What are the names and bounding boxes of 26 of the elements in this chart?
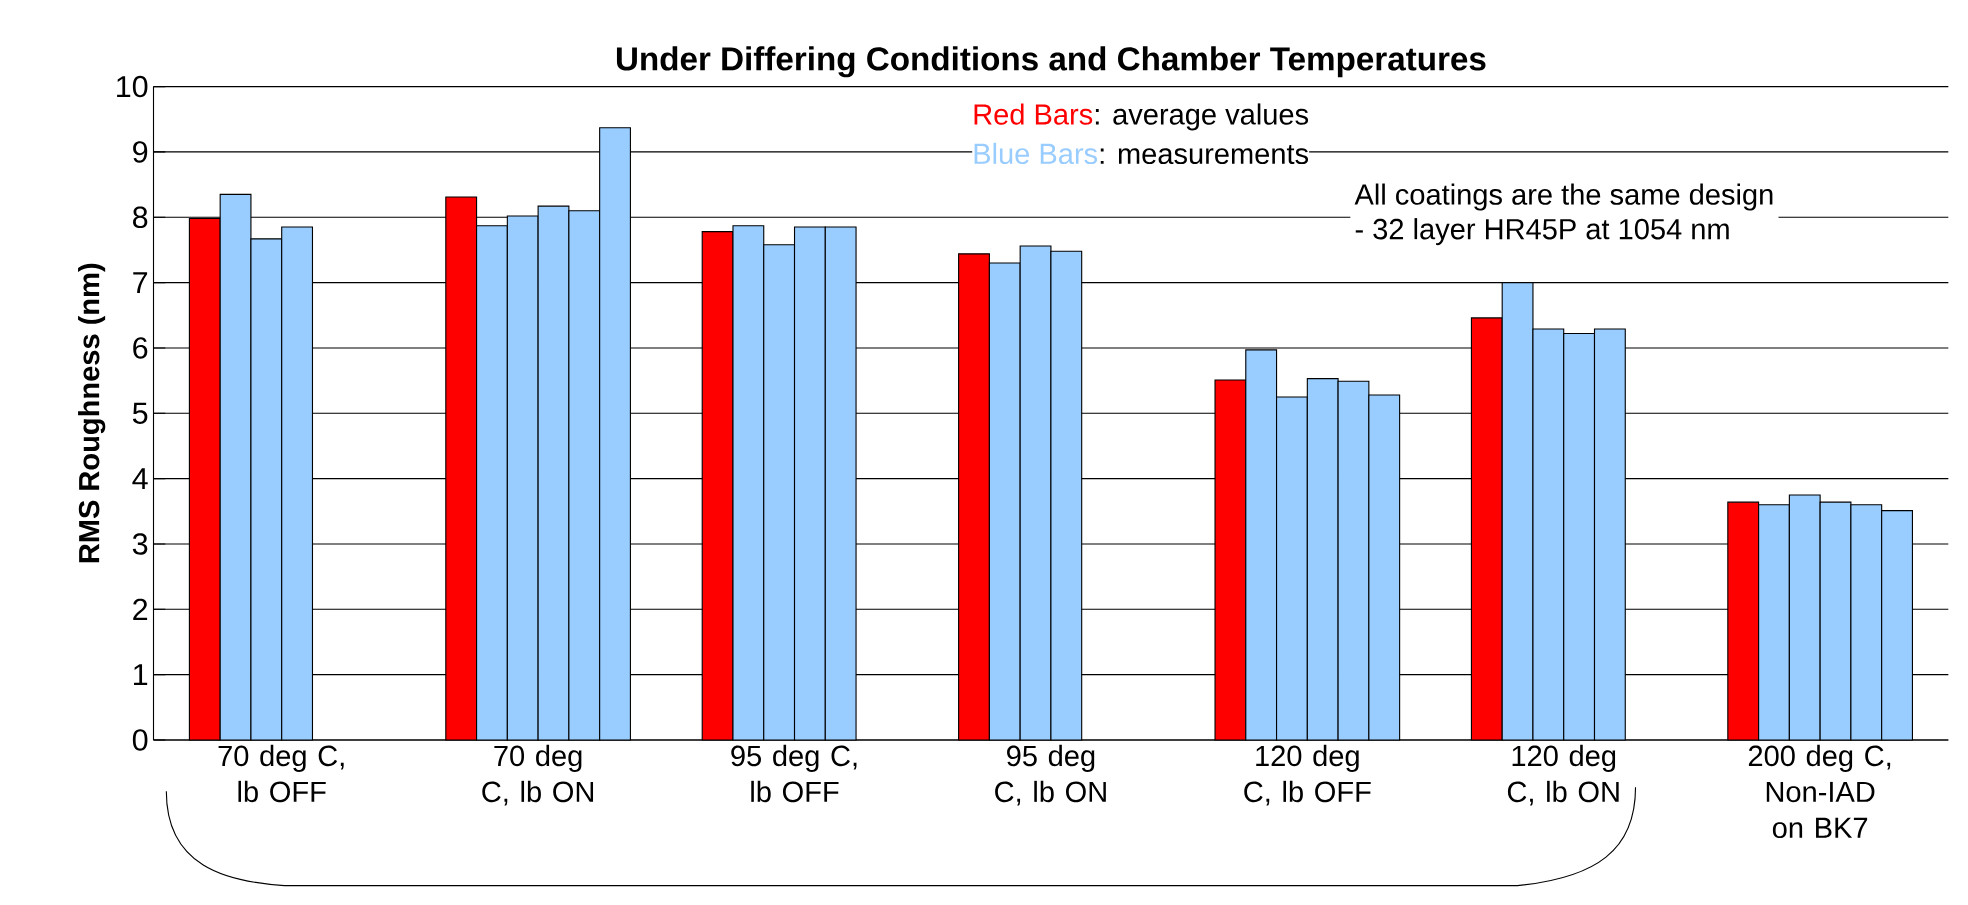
x-tick-label: 95 deg C, lb ON bbox=[995, 744, 1106, 806]
chart-title: Under Differing Conditions and Chamber Temperatures bbox=[616, 46, 1486, 78]
x-tick-label: 70 deg C, lb OFF bbox=[218, 744, 344, 803]
annotation: - 32 layer HR45P at 1054 nm bbox=[1355, 217, 1729, 246]
y-tick-label: 3 bbox=[132, 533, 148, 555]
annotation: : measurements bbox=[1100, 144, 1309, 164]
y-tick-label: 6 bbox=[133, 337, 148, 359]
y-tick-label: 10 bbox=[117, 75, 148, 98]
y-tick-label: 0 bbox=[132, 729, 148, 751]
x-tick-label: 95 deg C, lb OFF bbox=[731, 744, 857, 803]
y-tick-label: 8 bbox=[133, 206, 148, 228]
annotation: All coatings are the same design bbox=[1354, 183, 1773, 211]
y-tick-label: 4 bbox=[132, 468, 148, 489]
y-tick-label: 1 bbox=[134, 664, 148, 685]
y-tick-label: 9 bbox=[133, 141, 148, 163]
x-tick-label: 120 deg C, lb OFF bbox=[1244, 744, 1371, 806]
x-tick-label: 120 deg C, lb ON bbox=[1507, 744, 1619, 806]
text: Blue Bars bbox=[974, 142, 1098, 164]
x-tick-label: 70 deg C, lb ON bbox=[482, 744, 594, 806]
y-axis-title: RMS Roughness (nm) bbox=[78, 263, 106, 563]
text: Red Bars bbox=[974, 103, 1093, 125]
x-tick-label: 200 deg C, Non-IAD on BK7 bbox=[1748, 744, 1891, 838]
y-tick-label: 2 bbox=[133, 598, 148, 620]
y-tick-label: 7 bbox=[133, 271, 148, 293]
y-tick-label: 5 bbox=[132, 402, 148, 424]
annotation: : average values bbox=[1095, 103, 1309, 131]
